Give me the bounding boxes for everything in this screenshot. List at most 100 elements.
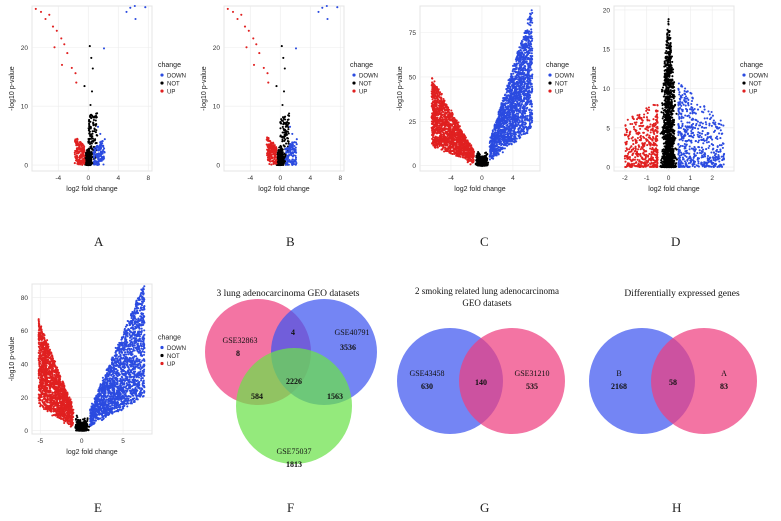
up-point bbox=[436, 116, 439, 119]
not-point bbox=[95, 141, 98, 145]
up-point bbox=[267, 144, 270, 147]
up-point bbox=[80, 143, 83, 146]
up-point bbox=[432, 90, 435, 93]
not-point bbox=[93, 115, 96, 118]
up-point bbox=[80, 150, 83, 153]
up-point bbox=[266, 139, 269, 142]
up-point bbox=[467, 154, 471, 157]
down-point bbox=[519, 85, 522, 88]
down-point bbox=[294, 148, 297, 151]
down-point bbox=[294, 141, 298, 144]
up-point bbox=[443, 127, 447, 130]
down-point bbox=[289, 144, 292, 147]
up-point bbox=[434, 120, 437, 123]
up-point bbox=[431, 135, 434, 139]
up-point bbox=[60, 63, 64, 66]
not-point bbox=[281, 148, 284, 151]
down-point bbox=[294, 156, 298, 159]
up-point bbox=[453, 147, 456, 150]
down-point bbox=[528, 66, 531, 69]
up-point bbox=[446, 138, 449, 141]
down-point bbox=[98, 155, 101, 158]
up-point bbox=[81, 143, 84, 146]
up-point bbox=[274, 146, 278, 149]
up-point bbox=[451, 138, 454, 141]
up-point bbox=[462, 153, 465, 156]
down-point bbox=[93, 149, 96, 152]
down-point bbox=[294, 146, 297, 149]
not-point bbox=[285, 125, 288, 128]
up-point bbox=[431, 77, 434, 80]
up-point bbox=[440, 137, 444, 140]
down-point bbox=[99, 152, 102, 155]
up-point bbox=[53, 46, 56, 49]
up-point bbox=[461, 142, 464, 145]
not-point bbox=[277, 160, 281, 163]
up-point bbox=[449, 118, 452, 121]
down-point bbox=[521, 61, 524, 64]
up-point bbox=[267, 154, 270, 157]
up-point bbox=[457, 129, 460, 132]
down-point bbox=[517, 82, 520, 85]
up-point bbox=[39, 10, 43, 13]
up-point bbox=[430, 90, 433, 93]
down-point bbox=[286, 151, 289, 154]
up-point bbox=[445, 124, 448, 127]
up-point bbox=[447, 141, 450, 144]
not-point bbox=[91, 67, 94, 70]
up-point bbox=[451, 141, 454, 144]
up-point bbox=[469, 154, 472, 158]
not-point bbox=[280, 147, 283, 150]
not-point bbox=[91, 130, 94, 133]
down-point bbox=[289, 161, 292, 164]
down-point bbox=[96, 161, 100, 164]
not-point bbox=[278, 152, 281, 156]
up-point bbox=[443, 115, 446, 119]
down-point bbox=[96, 125, 100, 128]
up-point bbox=[440, 106, 443, 109]
up-point bbox=[80, 145, 83, 148]
up-point bbox=[455, 140, 458, 143]
x-tick-label: 8 bbox=[146, 175, 150, 182]
up-point bbox=[466, 146, 469, 149]
x-axis-label: log2 fold change bbox=[258, 186, 309, 193]
up-point bbox=[451, 130, 454, 133]
not-point bbox=[286, 118, 289, 121]
up-point bbox=[434, 136, 437, 139]
not-point bbox=[91, 148, 94, 151]
legend-swatch bbox=[352, 73, 356, 77]
down-point bbox=[295, 138, 298, 141]
up-point bbox=[439, 91, 442, 94]
not-point bbox=[92, 118, 95, 122]
down-point bbox=[508, 142, 511, 146]
not-point bbox=[280, 45, 283, 48]
down-point bbox=[291, 155, 294, 158]
down-point bbox=[97, 156, 100, 159]
point-cloud bbox=[430, 9, 534, 167]
down-point bbox=[96, 149, 99, 152]
up-point bbox=[440, 123, 443, 126]
not-point bbox=[88, 118, 91, 121]
down-point bbox=[92, 163, 95, 166]
down-point bbox=[93, 147, 96, 150]
up-point bbox=[460, 152, 463, 155]
not-point bbox=[94, 119, 97, 122]
up-point bbox=[461, 133, 464, 136]
down-point bbox=[288, 149, 291, 152]
up-point bbox=[34, 7, 37, 10]
up-point bbox=[435, 100, 438, 103]
up-point bbox=[273, 158, 276, 161]
up-point bbox=[472, 161, 475, 164]
up-point bbox=[437, 104, 440, 107]
down-point bbox=[518, 107, 522, 110]
up-point bbox=[431, 137, 434, 140]
not-point bbox=[287, 132, 290, 135]
y-tick-label: 10 bbox=[21, 104, 29, 111]
y-tick-label: 0 bbox=[412, 163, 416, 170]
not-point bbox=[89, 125, 92, 128]
up-point bbox=[266, 148, 269, 151]
not-point bbox=[278, 156, 281, 160]
up-point bbox=[447, 127, 450, 130]
not-point bbox=[91, 137, 94, 140]
